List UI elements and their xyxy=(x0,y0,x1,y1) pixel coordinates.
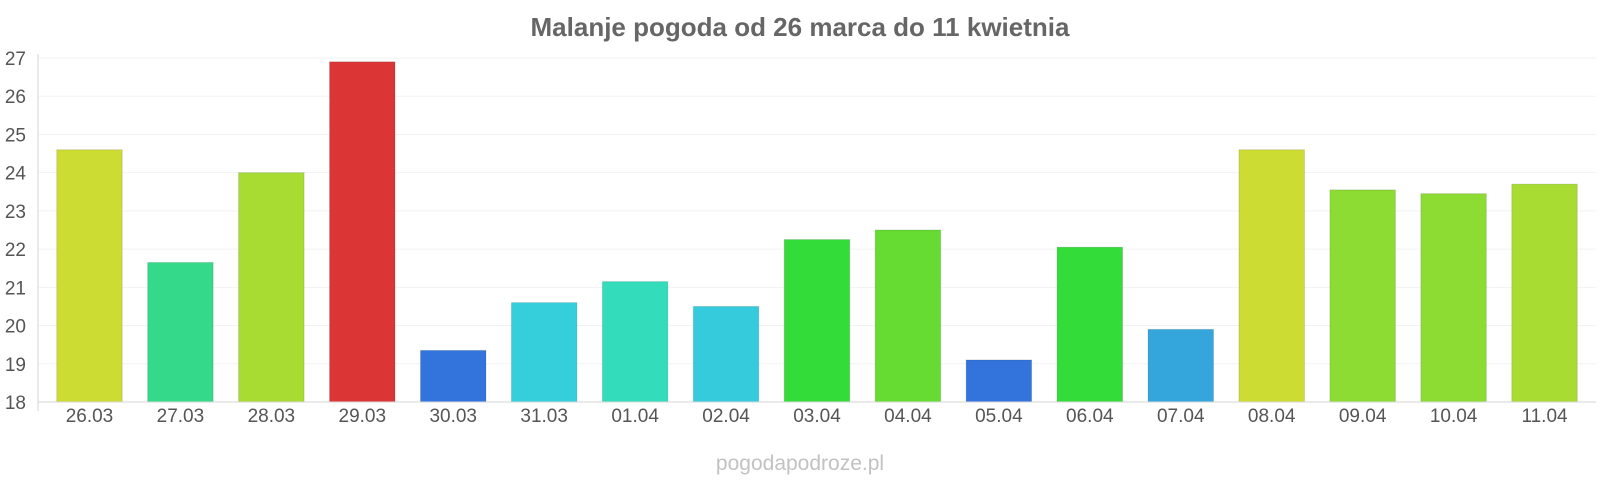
y-tick-label: 21 xyxy=(5,278,26,299)
bar-09.04 xyxy=(1329,189,1396,403)
bar-05.04 xyxy=(965,359,1033,403)
y-tick-label: 27 xyxy=(5,49,26,70)
x-tick-label: 02.04 xyxy=(702,406,750,427)
y-tick-label: 25 xyxy=(5,125,26,146)
bar-07.04 xyxy=(1147,328,1215,403)
bar-28.03 xyxy=(238,172,305,403)
x-tick-label: 03.04 xyxy=(793,406,841,427)
bar-08.04 xyxy=(1238,149,1305,403)
y-axis-ticks: 18 19 20 21 22 23 24 25 26 27 xyxy=(5,49,27,414)
bar-27.03 xyxy=(147,261,214,403)
bar-30.03 xyxy=(419,349,487,403)
y-tick-label: 22 xyxy=(5,240,26,261)
y-tick-label: 18 xyxy=(5,393,26,414)
watermark: pogodapodroze.pl xyxy=(716,452,884,475)
y-tick-label: 19 xyxy=(5,355,26,376)
x-tick-label: 06.04 xyxy=(1066,406,1114,427)
x-tick-label: 10.04 xyxy=(1430,406,1478,427)
x-tick-label: 31.03 xyxy=(520,406,568,427)
bar-03.04 xyxy=(783,239,851,403)
x-tick-label: 28.03 xyxy=(248,406,296,427)
x-tick-label: 09.04 xyxy=(1339,406,1387,427)
x-tick-label: 29.03 xyxy=(339,406,387,427)
bar-26.03 xyxy=(56,149,123,403)
x-tick-label: 08.04 xyxy=(1248,406,1296,427)
y-tick-label: 23 xyxy=(5,202,26,223)
x-tick-label: 30.03 xyxy=(429,406,477,427)
bar-02.04 xyxy=(692,305,760,403)
bar-29.03 xyxy=(329,61,396,403)
bar-04.04 xyxy=(874,229,942,403)
y-tick-label: 24 xyxy=(5,164,27,185)
x-tick-label: 26.03 xyxy=(66,406,114,427)
x-tick-label: 05.04 xyxy=(975,406,1023,427)
bar-11.04 xyxy=(1511,183,1578,403)
y-tick-label: 20 xyxy=(5,317,26,338)
bar-01.04 xyxy=(601,281,669,403)
bars xyxy=(56,61,1578,403)
x-tick-label: 01.04 xyxy=(611,406,659,427)
x-axis-ticks: 26.03 27.03 28.03 29.03 30.03 31.03 01.04 02.04… xyxy=(66,406,1568,427)
chart-title: Malanje pogoda od 26 marca do 11 kwietni… xyxy=(531,12,1070,42)
x-tick-label: 27.03 xyxy=(157,406,205,427)
x-tick-label: 11.04 xyxy=(1521,406,1568,427)
y-tick-label: 26 xyxy=(5,87,26,108)
bar-06.04 xyxy=(1056,246,1124,403)
x-tick-label: 04.04 xyxy=(884,406,932,427)
bar-31.03 xyxy=(510,302,578,403)
x-tick-label: 07.04 xyxy=(1157,406,1205,427)
bar-10.04 xyxy=(1420,193,1487,403)
